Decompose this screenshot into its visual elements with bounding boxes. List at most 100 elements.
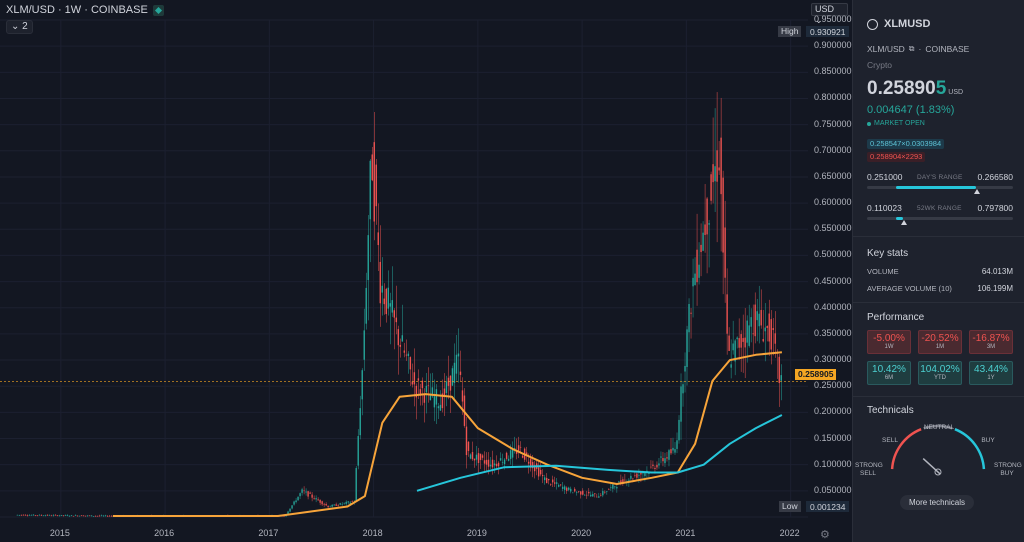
candle-body	[497, 462, 500, 467]
candle-body	[451, 368, 454, 386]
gear-icon[interactable]: ⚙	[820, 529, 830, 541]
candle-body	[405, 354, 408, 356]
candle-body	[287, 511, 289, 515]
candle-body	[283, 516, 285, 517]
candle-body	[684, 365, 686, 372]
candle-body	[431, 387, 434, 397]
candle-body	[110, 515, 113, 517]
candle-body	[303, 490, 305, 492]
candle-body	[762, 339, 764, 342]
candle-body	[750, 317, 752, 327]
candle-body	[455, 354, 458, 374]
candle-body	[608, 489, 610, 491]
wk52-range-high: 0.797800	[977, 203, 1013, 213]
price-tick-label: 0.650000	[814, 170, 852, 181]
candle-body	[52, 515, 55, 516]
candle-body	[650, 466, 652, 468]
candle-body	[634, 475, 636, 477]
chart-area[interactable]: XLM/USD · 1W · COINBASE ⌄ 2 USD ⌄ 0.9000…	[0, 0, 852, 542]
bid-pill: 0.258547×0.0303984	[867, 139, 945, 149]
candle-body	[76, 515, 79, 517]
candle-body	[716, 150, 718, 182]
candle-body	[363, 330, 365, 360]
candle-body	[578, 491, 580, 493]
candle-body	[590, 494, 592, 497]
candle-body	[30, 515, 33, 516]
currency-select[interactable]: USD ⌄	[811, 3, 848, 25]
candle-body	[746, 320, 748, 343]
status-dot-icon	[867, 121, 871, 126]
candle-body	[44, 515, 47, 516]
price-tick-label: 0.300000	[814, 354, 852, 365]
candle-body	[315, 498, 317, 500]
performance-value: -20.52%	[921, 333, 959, 344]
candle-body	[485, 459, 488, 465]
performance-cell-3m: -16.87% 3M	[969, 330, 1013, 354]
candle-body	[439, 404, 442, 411]
candle-body	[509, 450, 512, 459]
candle-body	[628, 479, 630, 481]
candle-body	[493, 463, 496, 466]
candle-body	[40, 515, 43, 516]
candle-body	[744, 337, 746, 348]
candle-body	[706, 198, 708, 235]
performance-period: YTD	[934, 375, 946, 381]
candle-body	[311, 494, 313, 498]
price-tick-label: 0.850000	[814, 66, 852, 77]
candle-body	[754, 304, 756, 337]
candle-body	[64, 515, 67, 516]
indicator-collapse-toggle[interactable]: ⌄ 2	[6, 20, 33, 34]
panel-pair[interactable]: XLM/USD	[867, 44, 905, 54]
candle-body	[495, 463, 498, 467]
candle-body	[321, 501, 323, 505]
candle-body	[491, 459, 494, 468]
candle-body	[389, 303, 391, 307]
candle-body	[690, 312, 692, 314]
candle-body	[427, 385, 430, 386]
candle-body	[604, 491, 606, 493]
external-link-icon[interactable]: ⧉	[908, 44, 915, 53]
price-chart[interactable]	[0, 0, 848, 542]
price-tick-label: 0.900000	[814, 40, 852, 51]
candle-body	[778, 356, 780, 384]
candle-body	[102, 515, 105, 517]
candle-body	[772, 328, 774, 331]
candle-body	[301, 489, 303, 493]
candle-body	[34, 515, 37, 516]
price-tick-label: 0.200000	[814, 406, 852, 417]
market-status-text: MARKET OPEN	[874, 120, 925, 127]
performance-cell-1w: -5.00% 1W	[867, 330, 911, 354]
technicals-gauge[interactable]	[852, 418, 1024, 498]
symbol-details-panel: XLMUSD XLM/USD ⧉ · COINBASE Crypto 0.258…	[852, 0, 1024, 542]
candle-body	[291, 505, 293, 509]
more-technicals-button[interactable]: More technicals	[900, 495, 974, 510]
price-tick-label: 0.250000	[814, 380, 852, 391]
candle-body	[668, 450, 670, 460]
candle-body	[32, 514, 35, 516]
panel-symbol-row[interactable]: XLMUSD	[867, 18, 930, 30]
candle-body	[539, 469, 542, 475]
candle-body	[343, 502, 345, 504]
candle-body	[588, 491, 590, 494]
candle-body	[441, 393, 444, 409]
candle-body	[722, 177, 724, 253]
candle-body	[62, 515, 65, 516]
candle-body	[552, 479, 554, 483]
candle-body	[475, 454, 478, 460]
candle-body	[82, 515, 85, 517]
candle-body	[624, 479, 626, 481]
candle-body	[672, 447, 674, 451]
chart-symbol-header[interactable]: XLM/USD · 1W · COINBASE	[6, 4, 164, 16]
candle-body	[543, 477, 546, 481]
candle-body	[541, 475, 544, 477]
performance-period: 1W	[884, 344, 894, 350]
candle-body	[70, 515, 73, 516]
candle-body	[686, 329, 688, 368]
candle-body	[104, 515, 107, 517]
candle-body	[72, 515, 75, 517]
candle-body	[682, 384, 684, 394]
candle-body	[365, 287, 367, 324]
days-range-low: 0.251000	[867, 172, 903, 182]
candle-body	[580, 491, 582, 495]
candle-body	[423, 394, 426, 403]
